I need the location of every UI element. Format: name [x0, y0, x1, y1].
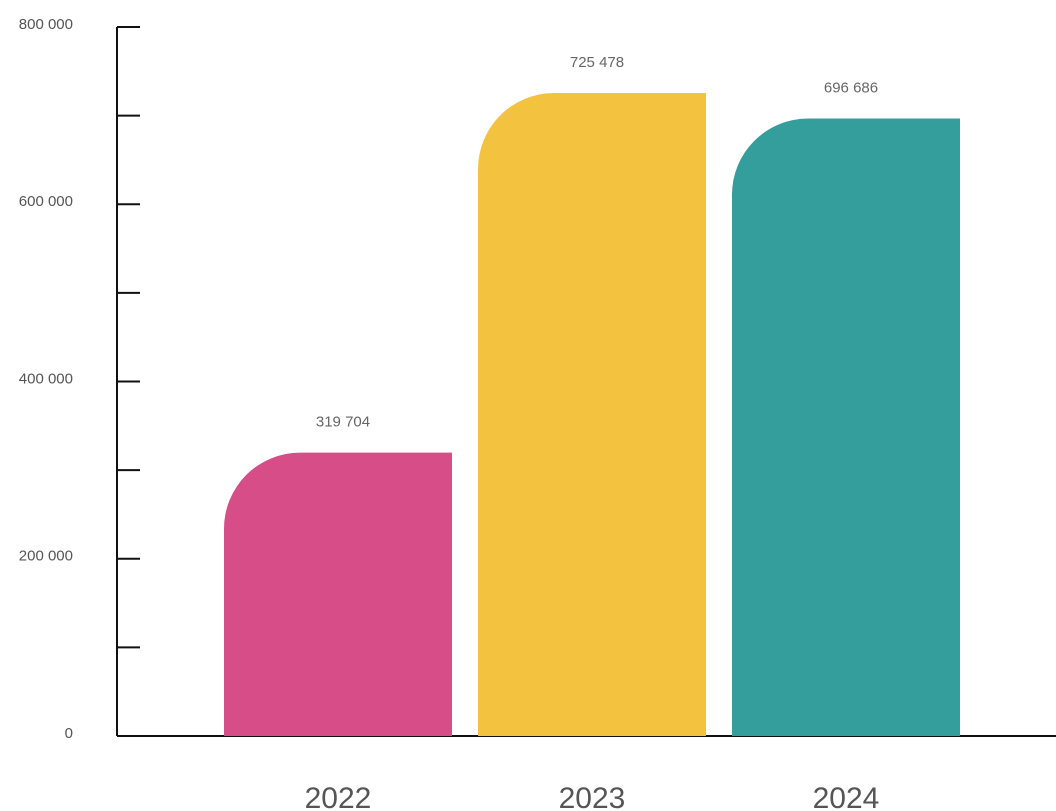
x-tick-label-2024: 2024 [813, 782, 880, 811]
y-tick-label: 600 000 [19, 193, 73, 210]
y-tick-label: 400 000 [19, 370, 73, 387]
bar-2023 [478, 93, 706, 737]
y-tick-label: 0 [65, 725, 73, 742]
y-tick-label: 800 000 [19, 16, 73, 33]
x-tick-label-2023: 2023 [559, 782, 626, 811]
y-tick-label: 200 000 [19, 548, 73, 565]
x-tick-label-2022: 2022 [305, 782, 372, 811]
data-label-2024: 696 686 [824, 80, 878, 97]
data-label-2022: 319 704 [316, 414, 370, 431]
data-label-2023: 725 478 [570, 54, 624, 71]
bar-2024 [732, 118, 960, 737]
bar-2022 [224, 452, 452, 736]
